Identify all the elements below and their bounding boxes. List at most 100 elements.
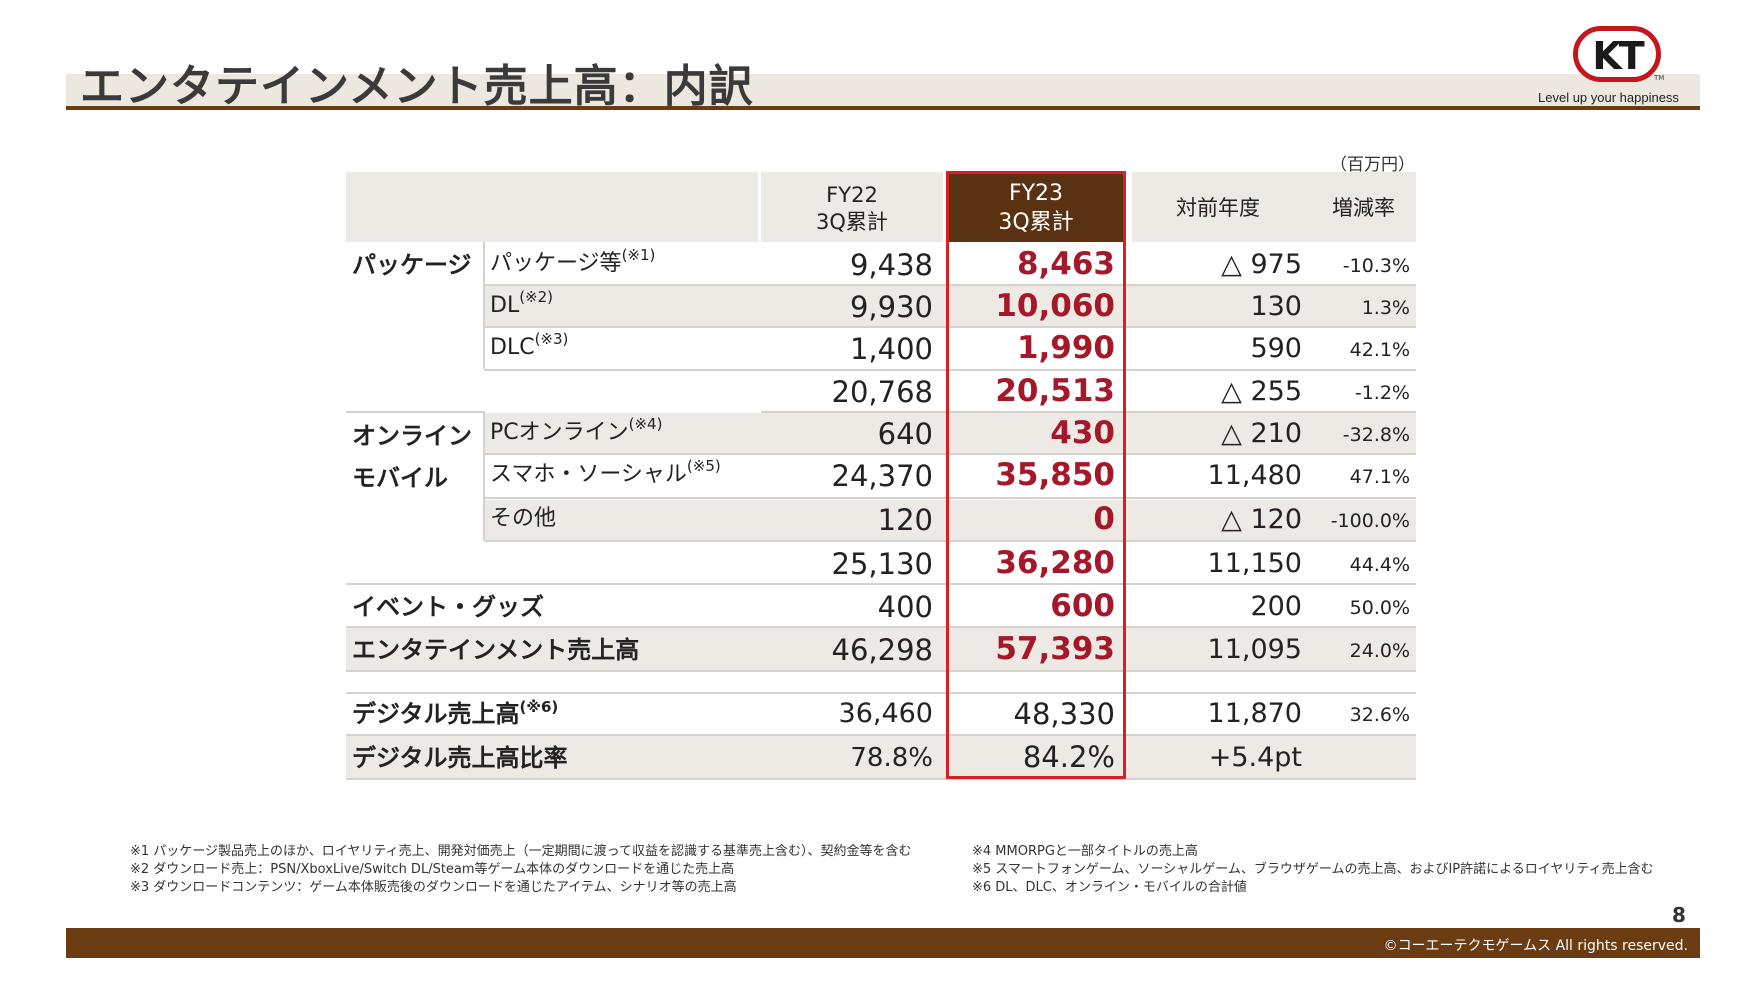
rate-value: 32.6% bbox=[1349, 704, 1410, 726]
header-fy23: FY23 3Q累計 bbox=[949, 180, 1123, 237]
fy22-value: 24,370 bbox=[831, 459, 933, 493]
row-label: PCオンライン(※4) bbox=[490, 417, 662, 445]
row-label-ent-total: エンタテインメント売上高 bbox=[352, 636, 640, 664]
rate-value: 47.1% bbox=[1349, 466, 1410, 488]
row-label-text: PCオンライン bbox=[490, 420, 629, 445]
row-label-events: イベント・グッズ bbox=[352, 593, 544, 621]
fy23-value: 35,850 bbox=[995, 457, 1115, 493]
row-divider bbox=[484, 497, 1416, 499]
footnote-ref: (※5) bbox=[686, 457, 721, 475]
fy23-value: 600 bbox=[1050, 588, 1115, 624]
yoy-total: 11,095 bbox=[1207, 634, 1302, 665]
category-online: オンライン bbox=[352, 422, 472, 450]
rate-value: 42.1% bbox=[1349, 339, 1410, 361]
row-label-text: スマホ・ソーシャル bbox=[490, 462, 687, 487]
row-divider bbox=[346, 734, 1416, 736]
fy23-value: 430 bbox=[1050, 415, 1115, 451]
footnote-6: ※6 DL、DLC、オンライン・モバイルの合計値 bbox=[972, 880, 1247, 895]
header-fy23-line2: 3Q累計 bbox=[998, 209, 1074, 235]
row-label-digital-ratio: デジタル売上高比率 bbox=[352, 744, 568, 772]
rate-subtotal: -1.2% bbox=[1354, 382, 1410, 404]
footnote-2: ※2 ダウンロード売上：PSN/XboxLive/Switch DL/Steam… bbox=[130, 862, 735, 877]
footnote-ref: (※1) bbox=[621, 246, 656, 264]
row-label: DLC(※3) bbox=[490, 332, 568, 360]
row-label: DL(※2) bbox=[490, 290, 553, 317]
footnote-5: ※5 スマートフォンゲーム、ソーシャルゲーム、ブラウザゲームの売上高、およびIP… bbox=[972, 862, 1654, 877]
row-divider bbox=[346, 583, 1416, 585]
fy22-value: 36,460 bbox=[838, 698, 933, 729]
row-divider bbox=[484, 369, 1416, 371]
footnote-4: ※4 MMORPGと一部タイトルの売上高 bbox=[972, 844, 1198, 859]
tagline: Level up your happiness bbox=[1538, 90, 1679, 105]
row-label-text: DLC bbox=[490, 335, 535, 360]
row-divider bbox=[484, 453, 1416, 455]
title-underline bbox=[66, 106, 1700, 110]
fy23-header-bg bbox=[949, 174, 1123, 242]
fy23-value: 48,330 bbox=[1013, 697, 1115, 731]
fy22-subtotal: 20,768 bbox=[831, 375, 933, 409]
fy23-highlight-frame bbox=[946, 171, 1126, 779]
yoy-value: 11,480 bbox=[1207, 460, 1302, 491]
column-divider bbox=[483, 242, 485, 369]
yoy-subtotal: 11,150 bbox=[1207, 548, 1302, 579]
row-label-text: デジタル売上高 bbox=[352, 700, 520, 728]
fy23-value: 0 bbox=[1093, 501, 1115, 537]
yoy-subtotal: △ 255 bbox=[1221, 376, 1302, 407]
row-bg-pc-online bbox=[484, 413, 1416, 453]
fy22-value: 78.8% bbox=[850, 743, 933, 773]
footnote-3: ※3 ダウンロードコンテンツ：ゲーム本体販売後のダウンロードを通じたアイテム、シ… bbox=[130, 880, 737, 895]
logo-text: KT bbox=[1592, 34, 1644, 78]
unit-note: （百万円） bbox=[1330, 155, 1415, 175]
row-label: スマホ・ソーシャル(※5) bbox=[490, 459, 721, 487]
row-bg-ent-total bbox=[346, 628, 1416, 670]
row-label-text: パッケージ等 bbox=[490, 251, 622, 276]
row-divider bbox=[761, 411, 1416, 413]
header-fy22-line1: FY22 bbox=[826, 183, 878, 207]
rate-value: -100.0% bbox=[1330, 510, 1410, 532]
yoy-value: 11,870 bbox=[1207, 698, 1302, 729]
row-bg-dl bbox=[484, 286, 1416, 326]
row-bg-other bbox=[484, 500, 1416, 540]
fy23-subtotal: 36,280 bbox=[995, 545, 1115, 581]
footnote-1: ※1 パッケージ製品売上のほか、ロイヤリティ売上、開発対価売上（一定期間に渡って… bbox=[130, 844, 912, 859]
rate-subtotal: 44.4% bbox=[1349, 554, 1410, 576]
row-divider bbox=[346, 670, 1416, 672]
koei-tecmo-logo: KT bbox=[1573, 26, 1661, 82]
yoy-value: +5.4pt bbox=[1208, 742, 1302, 773]
yoy-value: 200 bbox=[1250, 591, 1302, 622]
fy22-subtotal: 25,130 bbox=[831, 547, 933, 581]
header-bg-yoy bbox=[1132, 172, 1416, 242]
row-bg-digital-ratio bbox=[346, 736, 1416, 778]
rate-value: 1.3% bbox=[1361, 297, 1410, 319]
page-number: 8 bbox=[1672, 903, 1686, 927]
fy22-value: 9,930 bbox=[849, 290, 933, 324]
fy23-value: 8,463 bbox=[1016, 246, 1115, 282]
row-divider bbox=[484, 284, 1416, 286]
row-divider bbox=[346, 626, 1416, 628]
row-label-digital: デジタル売上高(※6) bbox=[352, 700, 558, 728]
fy23-subtotal: 20,513 bbox=[995, 373, 1115, 409]
footnote-ref: (※2) bbox=[519, 288, 554, 306]
row-divider bbox=[346, 778, 1416, 780]
yoy-value: 130 bbox=[1250, 291, 1302, 322]
rate-value: 50.0% bbox=[1349, 597, 1410, 619]
header-bg-fy22 bbox=[761, 172, 943, 242]
category-package: パッケージ bbox=[352, 251, 472, 279]
title-band bbox=[66, 74, 1700, 108]
fy22-value: 120 bbox=[877, 503, 933, 537]
row-divider bbox=[346, 692, 1416, 694]
rate-total: 24.0% bbox=[1349, 640, 1410, 662]
footnote-ref: (※3) bbox=[534, 330, 569, 348]
fy23-value: 10,060 bbox=[995, 288, 1115, 324]
logo-trademark: TM bbox=[1654, 74, 1665, 82]
header-fy23-line1: FY23 bbox=[1008, 181, 1064, 206]
yoy-value: 590 bbox=[1250, 333, 1302, 364]
header-fy22: FY22 3Q累計 bbox=[761, 182, 943, 237]
header-rate: 増減率 bbox=[1332, 196, 1395, 220]
rate-value: -32.8% bbox=[1342, 424, 1410, 446]
fy22-total: 46,298 bbox=[831, 633, 933, 667]
fy23-total: 57,393 bbox=[995, 631, 1115, 667]
fy23-value: 84.2% bbox=[1022, 740, 1115, 774]
fy22-value: 1,400 bbox=[849, 332, 933, 366]
header-yoy: 対前年度 bbox=[1176, 196, 1260, 220]
